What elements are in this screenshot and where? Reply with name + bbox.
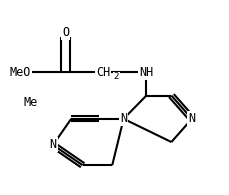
Text: MeO: MeO (9, 66, 31, 79)
Text: Me: Me (23, 96, 37, 109)
Text: N: N (188, 112, 195, 125)
Text: 2: 2 (114, 72, 119, 81)
Text: NH: NH (139, 66, 153, 79)
Text: CH: CH (96, 66, 110, 79)
Text: N: N (49, 138, 57, 152)
Text: O: O (62, 26, 69, 39)
Text: N: N (120, 112, 127, 125)
